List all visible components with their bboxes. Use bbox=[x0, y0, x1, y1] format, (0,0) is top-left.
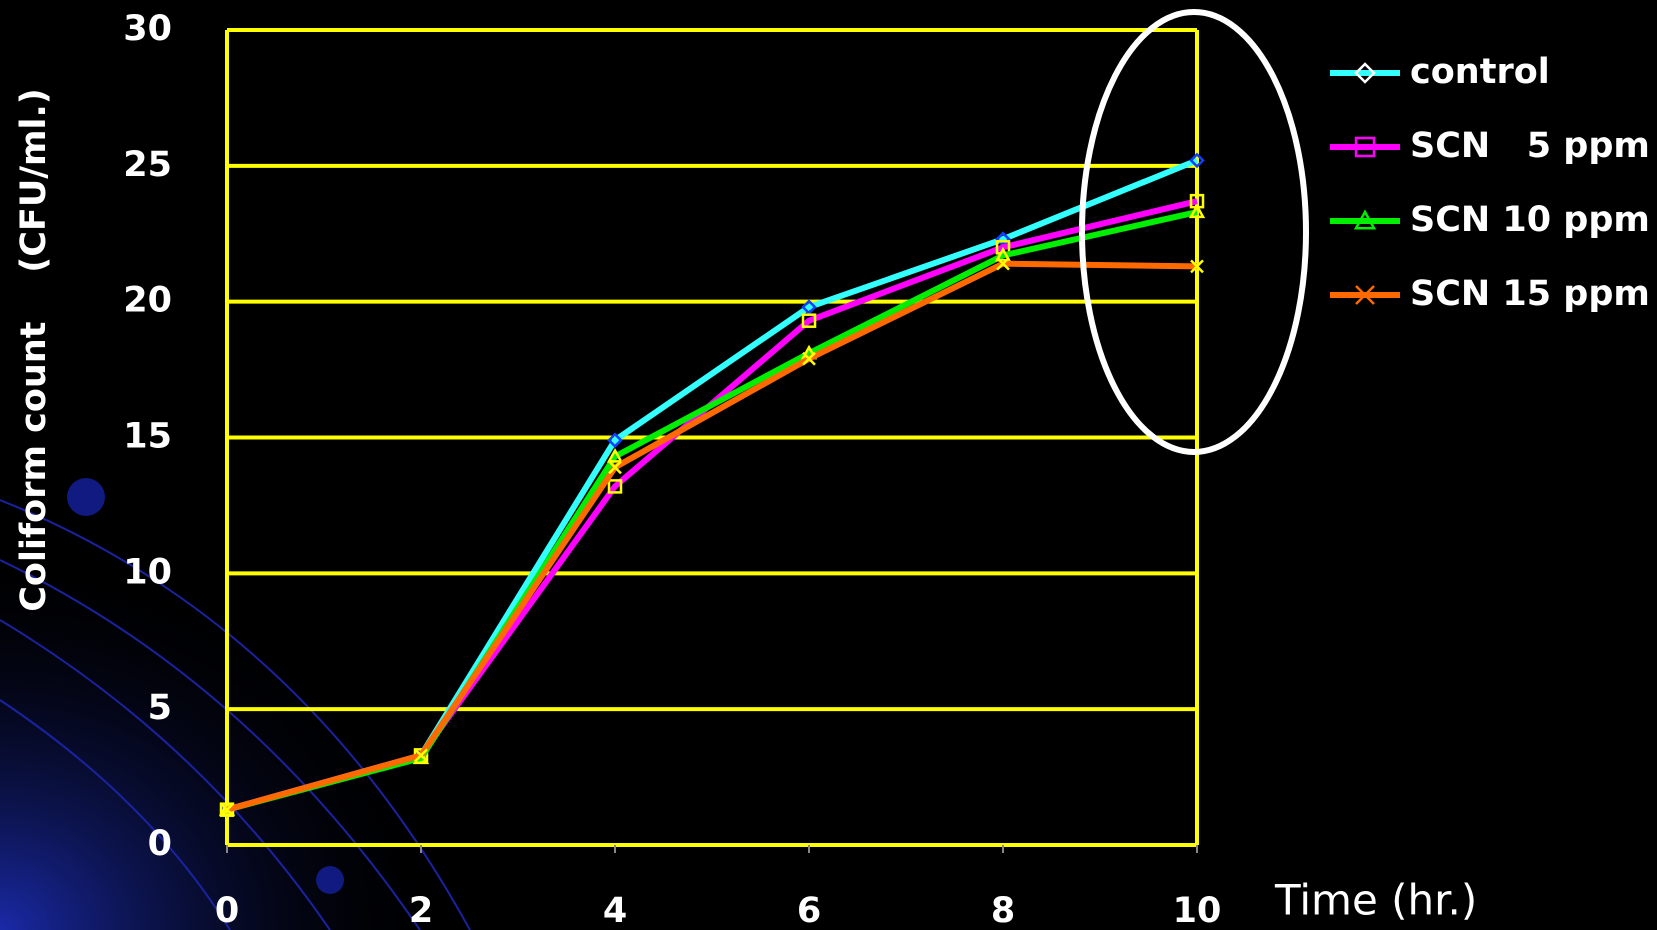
legend-label: SCN 15 ppm bbox=[1410, 274, 1650, 314]
x-axis-label: Time (hr.) bbox=[1274, 876, 1477, 925]
x-tick-label: 6 bbox=[797, 891, 821, 930]
x-tick-label: 8 bbox=[991, 891, 1015, 930]
legend-label: control bbox=[1410, 52, 1550, 92]
y-tick-label: 0 bbox=[148, 824, 172, 864]
decor-dot bbox=[67, 478, 105, 516]
x-tick-label: 2 bbox=[409, 891, 433, 930]
legend-label: SCN 5 ppm bbox=[1410, 126, 1650, 166]
y-tick-label: 15 bbox=[123, 417, 172, 457]
y-axis-label: Coliform count (CFU/ml.) bbox=[14, 88, 54, 612]
legend-label: SCN 10 ppm bbox=[1410, 200, 1650, 240]
y-tick-label: 20 bbox=[123, 281, 172, 321]
background-glow bbox=[0, 500, 500, 930]
x-tick-label: 0 bbox=[215, 891, 239, 930]
y-tick-label: 5 bbox=[148, 688, 172, 728]
decor-dot bbox=[316, 866, 344, 894]
x-tick-label: 4 bbox=[603, 891, 627, 930]
y-tick-label: 10 bbox=[123, 552, 172, 592]
y-tick-label: 25 bbox=[123, 145, 172, 185]
chart: Coliform count (CFU/ml.) Time (hr.) 0 5 10… bbox=[0, 0, 1657, 930]
y-tick-label: 30 bbox=[123, 9, 172, 49]
x-tick-label: 10 bbox=[1173, 891, 1222, 930]
